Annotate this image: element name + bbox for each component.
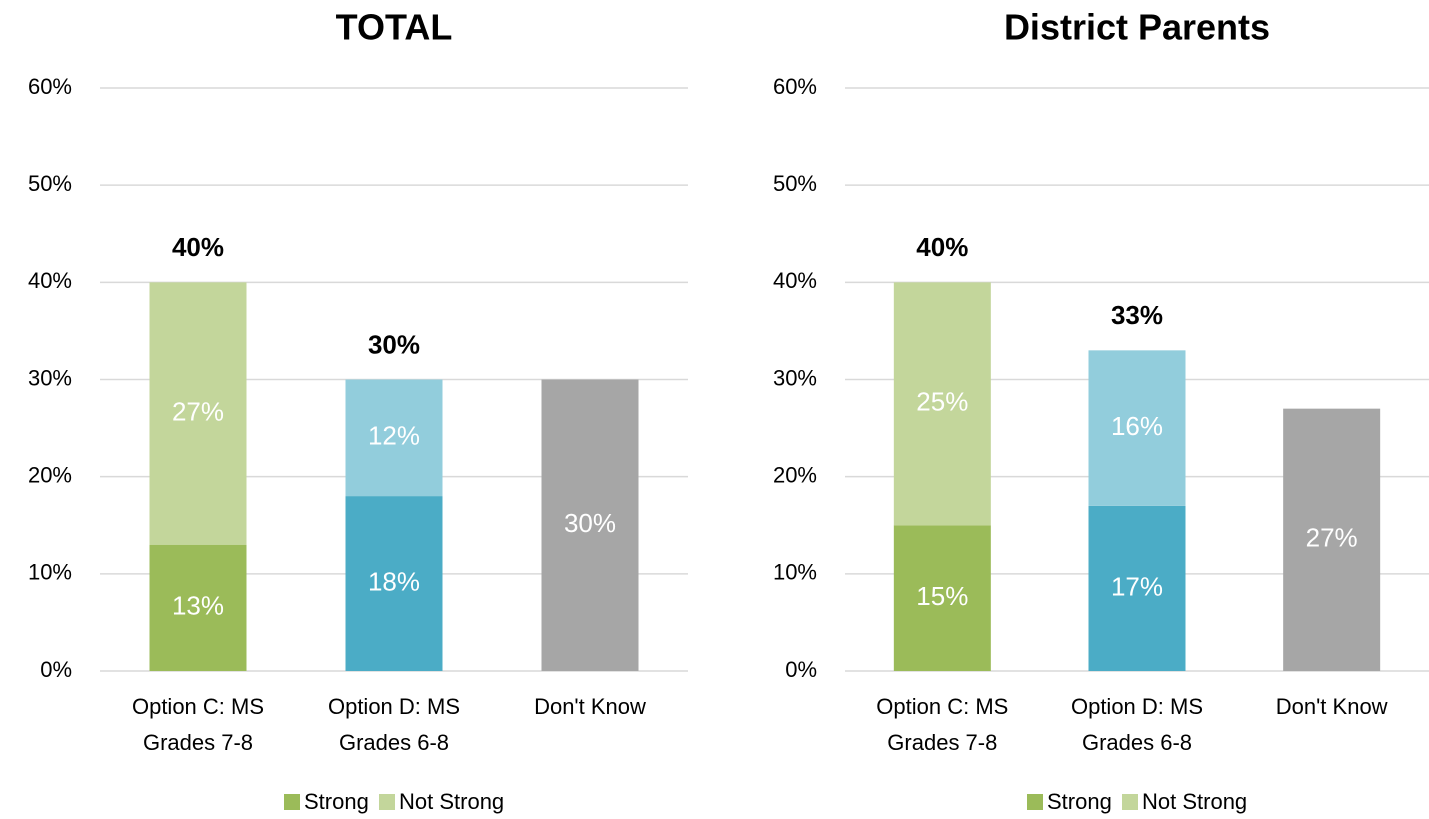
y-tick-label: 0%	[785, 657, 817, 682]
chart-title: District Parents	[1004, 7, 1270, 48]
x-tick-label: Grades 6-8	[1082, 730, 1192, 755]
data-label: 27%	[172, 396, 224, 426]
legend-swatch	[1122, 794, 1138, 810]
legend-swatch	[379, 794, 395, 810]
y-tick-label: 40%	[773, 268, 817, 293]
y-tick-label: 60%	[28, 74, 72, 99]
legend-swatch	[284, 794, 300, 810]
data-label: 15%	[916, 581, 968, 611]
total-label: 40%	[172, 232, 224, 262]
x-tick-label: Grades 7-8	[887, 730, 997, 755]
legend-label: Not Strong	[399, 789, 504, 814]
legend-label: Strong	[1047, 789, 1112, 814]
bar-segment	[893, 525, 991, 671]
y-tick-label: 10%	[773, 560, 817, 585]
y-tick-label: 20%	[773, 462, 817, 487]
bar-segment	[1088, 350, 1186, 506]
bar-segment	[893, 282, 991, 526]
y-tick-label: 60%	[773, 74, 817, 99]
y-tick-label: 20%	[28, 462, 72, 487]
y-tick-label: 40%	[28, 268, 72, 293]
bar-segment	[541, 379, 639, 671]
x-tick-label: Don't Know	[534, 694, 646, 719]
y-tick-label: 50%	[28, 171, 72, 196]
bar-segment	[345, 379, 443, 497]
legend-label: Strong	[304, 789, 369, 814]
bar-segment	[149, 544, 247, 671]
total-label: 30%	[368, 329, 420, 359]
bar-segment	[345, 496, 443, 671]
total-label: 40%	[916, 232, 968, 262]
data-label: 17%	[1111, 571, 1163, 601]
x-tick-label: Grades 6-8	[339, 730, 449, 755]
y-tick-label: 30%	[773, 365, 817, 390]
y-tick-label: 10%	[28, 560, 72, 585]
legend-swatch	[1027, 794, 1043, 810]
data-label: 13%	[172, 591, 224, 621]
x-tick-label: Don't Know	[1276, 694, 1388, 719]
x-tick-label: Option D: MS	[1071, 694, 1203, 719]
y-tick-label: 0%	[40, 657, 72, 682]
chart-title: TOTAL	[336, 7, 453, 48]
bar-segment	[1283, 408, 1381, 671]
x-tick-label: Option C: MS	[132, 694, 264, 719]
data-label: 25%	[916, 387, 968, 417]
data-label: 30%	[564, 508, 616, 538]
x-tick-label: Option C: MS	[876, 694, 1008, 719]
data-label: 18%	[368, 566, 420, 596]
data-label: 12%	[368, 421, 420, 451]
bar-segment	[1088, 505, 1186, 671]
legend-label: Not Strong	[1142, 789, 1247, 814]
total-label: 33%	[1111, 300, 1163, 330]
bar-segment	[149, 282, 247, 545]
y-tick-label: 30%	[28, 365, 72, 390]
y-tick-label: 50%	[773, 171, 817, 196]
x-tick-label: Option D: MS	[328, 694, 460, 719]
data-label: 27%	[1306, 523, 1358, 553]
x-tick-label: Grades 7-8	[143, 730, 253, 755]
data-label: 16%	[1111, 411, 1163, 441]
